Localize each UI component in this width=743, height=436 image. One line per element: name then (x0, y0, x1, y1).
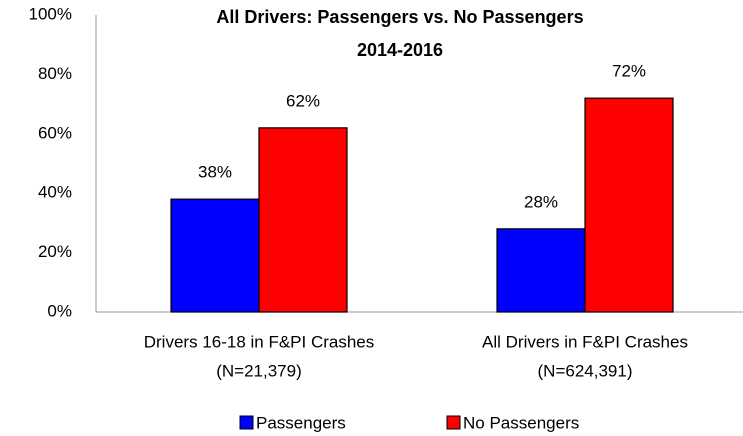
chart-title: 2014-2016 (357, 40, 443, 60)
data-label: 38% (198, 163, 232, 182)
y-tick-label: 40% (38, 183, 72, 202)
x-tick-label: Drivers 16-18 in F&PI Crashes (144, 332, 375, 351)
data-label: 72% (612, 62, 646, 81)
y-tick-label: 80% (38, 64, 72, 83)
data-label: 28% (524, 192, 558, 211)
x-tick-label: (N=624,391) (538, 361, 633, 380)
bar (496, 228, 586, 313)
bar (584, 97, 674, 313)
x-tick-label: (N=21,379) (216, 361, 302, 380)
x-tick-label: All Drivers in F&PI Crashes (482, 332, 688, 351)
bar (170, 198, 260, 313)
chart-title: All Drivers: Passengers vs. No Passenger… (216, 7, 583, 27)
legend-swatch (239, 415, 254, 430)
bar (258, 127, 348, 313)
legend-swatch (446, 415, 461, 430)
y-tick-label: 20% (38, 242, 72, 261)
legend-label: Passengers (256, 413, 346, 432)
legend-label: No Passengers (463, 413, 579, 432)
y-tick-label: 0% (47, 301, 72, 320)
data-label: 62% (286, 91, 320, 110)
y-tick-label: 100% (29, 4, 72, 23)
y-tick-label: 60% (38, 123, 72, 142)
